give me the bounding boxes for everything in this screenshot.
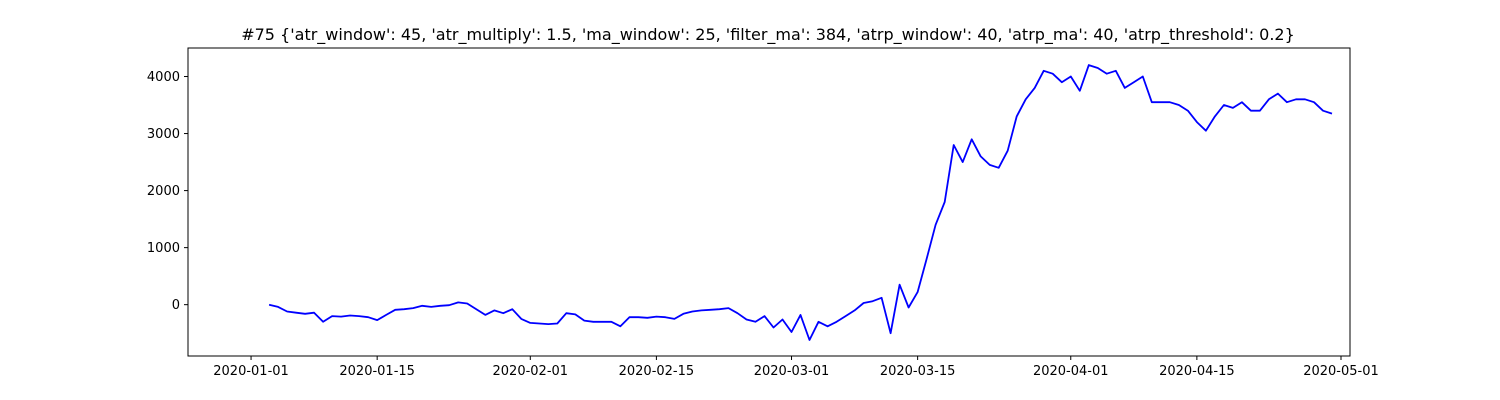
x-tick-label: 2020-04-15 — [1159, 364, 1235, 379]
y-axis: 0 1000 2000 3000 4000 — [147, 70, 188, 313]
series-line — [268, 64, 1333, 341]
x-tick-label: 2020-02-15 — [619, 364, 695, 379]
plot-frame — [187, 47, 1351, 357]
chart-title: #75 {'atr_window': 45, 'atr_multiply': 1… — [241, 25, 1295, 45]
x-tick-label: 2020-04-01 — [1033, 364, 1109, 379]
y-tick-label: 1000 — [147, 241, 180, 256]
y-tick-label: 2000 — [147, 184, 180, 199]
y-tick-label: 3000 — [147, 127, 180, 142]
y-tick-label: 4000 — [147, 70, 180, 85]
x-tick-label: 2020-01-15 — [339, 364, 415, 379]
x-tick-label: 2020-02-01 — [493, 364, 569, 379]
x-tick-label: 2020-01-01 — [213, 364, 289, 379]
x-axis: 2020-01-01 2020-01-15 2020-02-01 2020-02-15… — [213, 356, 1379, 379]
y-tick-label: 0 — [172, 298, 180, 313]
x-tick-label: 2020-05-01 — [1303, 364, 1379, 379]
plot-area — [187, 47, 1351, 357]
x-tick-label: 2020-03-15 — [880, 364, 956, 379]
x-tick-label: 2020-03-01 — [754, 364, 830, 379]
